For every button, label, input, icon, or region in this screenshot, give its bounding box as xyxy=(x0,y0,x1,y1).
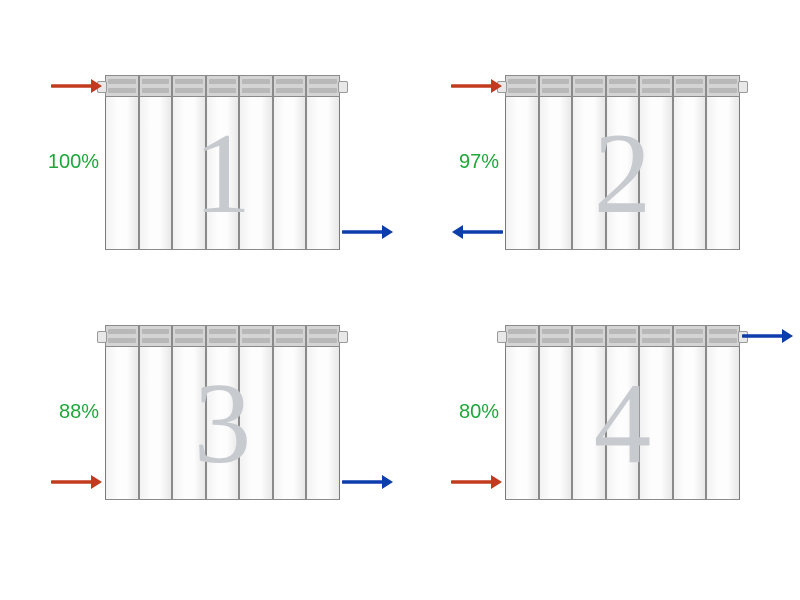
efficiency-percent: 97% xyxy=(459,151,499,174)
efficiency-percent: 100% xyxy=(48,151,99,174)
inlet-arrow-icon xyxy=(51,473,103,491)
valve xyxy=(338,331,348,343)
inlet-arrow-icon xyxy=(451,77,503,95)
radiator-1: 1 xyxy=(105,75,340,250)
efficiency-percent: 80% xyxy=(459,401,499,424)
radiator-4: 4 xyxy=(505,325,740,500)
valve xyxy=(497,331,507,343)
outlet-arrow-icon xyxy=(451,223,503,241)
diagram-grid: 1 100% 2 97% 3 88% 4 80% xyxy=(0,60,800,560)
valve xyxy=(97,331,107,343)
valve xyxy=(738,81,748,93)
cell-4: 4 80% xyxy=(400,310,800,560)
cell-2: 2 97% xyxy=(400,60,800,310)
radiator-2: 2 xyxy=(505,75,740,250)
outlet-arrow-icon xyxy=(342,223,394,241)
radiator-3: 3 xyxy=(105,325,340,500)
cell-3: 3 88% xyxy=(0,310,400,560)
valve xyxy=(338,81,348,93)
efficiency-percent: 88% xyxy=(59,401,99,424)
inlet-arrow-icon xyxy=(51,77,103,95)
outlet-arrow-icon xyxy=(742,327,794,345)
inlet-arrow-icon xyxy=(451,473,503,491)
outlet-arrow-icon xyxy=(342,473,394,491)
cell-1: 1 100% xyxy=(0,60,400,310)
